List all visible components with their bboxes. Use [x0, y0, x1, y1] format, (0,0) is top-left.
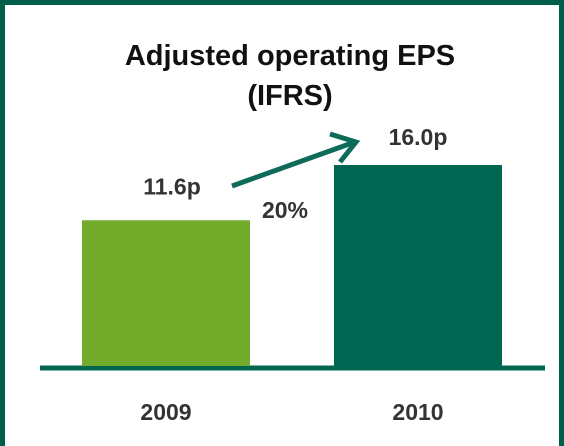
x-tick-label: 2009 — [140, 399, 191, 425]
chart-title: Adjusted operating EPS (IFRS) — [124, 40, 456, 112]
value-label: 16.0p — [389, 124, 448, 150]
growth-arrow — [231, 131, 361, 189]
annotation: 20% — [262, 197, 308, 223]
x-tick-label: 2010 — [392, 399, 443, 425]
value-label: 11.6p — [143, 173, 201, 199]
bar — [82, 220, 250, 366]
bar — [334, 165, 502, 366]
